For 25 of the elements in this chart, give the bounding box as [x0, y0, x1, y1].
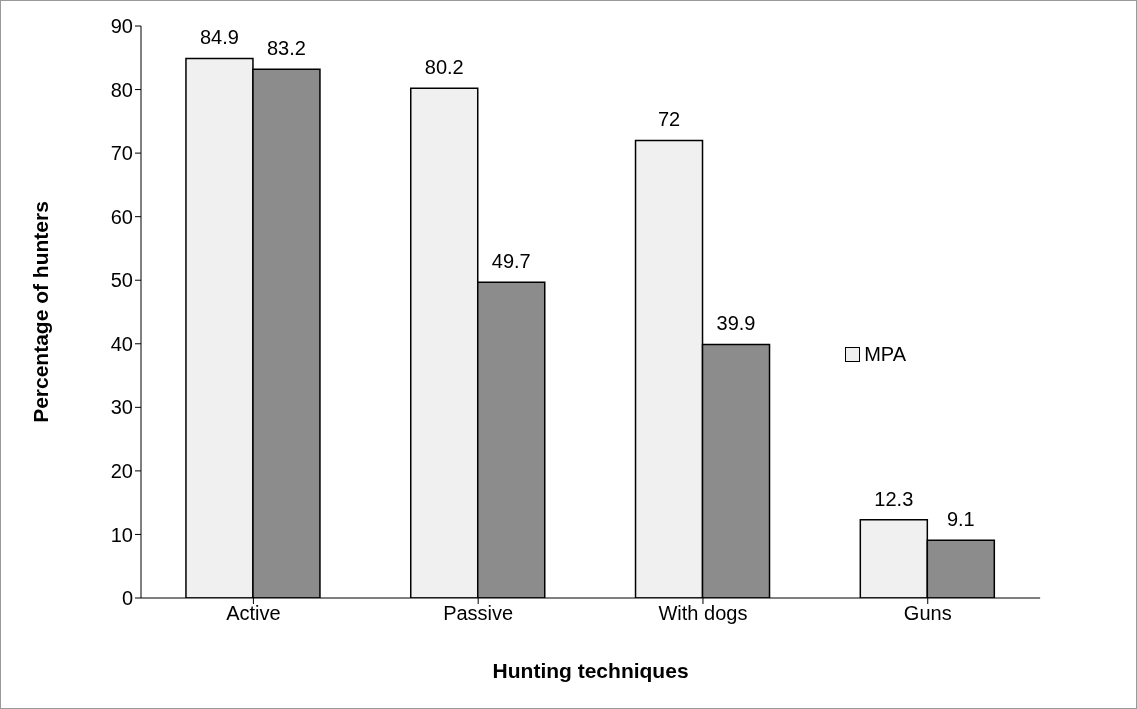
data-label: 72	[657, 108, 681, 131]
data-label: 84.9	[199, 26, 239, 49]
y-axis-title: Percentage of hunters	[29, 201, 53, 423]
data-label: 12.3	[874, 487, 914, 510]
x-tick-label: Guns	[903, 602, 952, 625]
x-tick-label: Passive	[443, 602, 514, 625]
data-label: 9.1	[946, 508, 975, 531]
y-tick-label: 90	[110, 15, 133, 38]
y-tick-label: 80	[110, 78, 133, 101]
y-tick-label: 10	[110, 523, 133, 546]
y-tick-label: 70	[110, 142, 133, 165]
legend-label: MPA	[864, 343, 906, 366]
y-tick-label: 40	[110, 332, 133, 355]
y-tick-label: 60	[110, 205, 133, 228]
data-label: 49.7	[491, 250, 531, 273]
x-tick-label: With dogs	[658, 602, 748, 625]
y-tick-label: 20	[110, 459, 133, 482]
y-tick-label: 0	[121, 587, 133, 610]
data-label: 83.2	[266, 37, 306, 60]
data-label: 39.9	[716, 312, 756, 335]
x-axis-title: Hunting techniques	[492, 659, 689, 682]
y-tick-label: 30	[110, 396, 133, 419]
x-tick-label: Active	[226, 602, 281, 625]
y-tick-label: 50	[110, 269, 133, 292]
data-label: 80.2	[424, 56, 464, 79]
